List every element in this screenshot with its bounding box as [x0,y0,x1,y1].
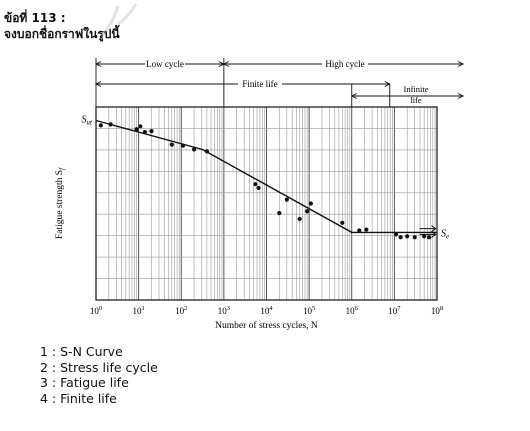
data-point [277,211,282,216]
x-axis-label: Number of stress cycles, N [215,320,318,331]
high-cycle-dim-arrow-left [222,61,230,67]
finite-life-label: Finite life [242,79,277,89]
choice-number: 1 [40,344,48,359]
data-point [204,149,210,154]
data-point [394,232,399,237]
infinite-life-label: Infinite [403,84,428,94]
x-tick-label: 105 [303,305,315,316]
x-tick-label: 108 [431,305,443,316]
data-point [398,235,403,240]
choice-text: Fatigue life [60,375,129,390]
data-point [357,228,362,233]
sn-chart: 100 101 102 103 104 105 106 107 108 Sut Se Numbe… [55,58,465,331]
choice-number: 2 [40,359,48,375]
choice-text: Finite life [60,390,117,406]
sn-curve-line [95,119,437,234]
data-point [134,127,139,132]
se-label: Se [441,228,449,240]
region-annotations [94,58,465,107]
question-number: ข้อที่ 113 : [4,11,66,25]
high-cycle-dim-arrow-right [457,61,465,67]
choice-4[interactable]: 4 : Finite life [40,390,117,406]
run-out-arrow [419,225,437,232]
finite-life-dim-arrow-right [384,81,391,87]
choice-3[interactable]: 3 : Fatigue life [40,375,129,390]
x-tick-label: 101 [133,305,145,316]
data-point [297,216,302,222]
data-point [191,147,197,152]
choice-number: 3 [40,375,48,390]
data-point [108,122,113,127]
x-tick-label: 102 [175,305,187,316]
choice-text: Stress life cycle [60,359,158,375]
choice-1[interactable]: 1 : S-N Curve [40,344,123,359]
data-point [98,123,103,128]
infinite-life-dim-arrow-left [350,93,357,99]
choice-2[interactable]: 2 : Stress life cycle [40,359,158,375]
data-point [308,201,313,206]
x-tick-label: 103 [218,305,230,316]
x-tick-label: 100 [90,305,102,316]
question-prompt: จงบอกชื่อกราฟในรูปนี้ [4,27,120,41]
plot-frame [95,106,438,301]
data-points [98,122,432,240]
high-cycle-label: High cycle [325,59,364,69]
x-tick-label: 104 [260,305,273,316]
data-point [142,129,147,135]
x-tick-labels: 100 101 102 103 104 105 106 107 108 [90,305,443,316]
data-point [284,197,289,202]
low-cycle-label: Low cycle [146,59,184,69]
question-header: ข้อที่ 113 : จงบอกชื่อกราฟในรูปนี้ [4,10,120,42]
data-point [412,235,417,240]
low-cycle-dim-arrow-left [94,61,102,67]
data-point [364,227,369,232]
data-point [253,182,258,187]
infinite-life-label-line2: life [410,95,422,105]
sut-label: Sut [82,115,94,127]
data-point [169,142,174,147]
data-point [149,129,154,134]
choice-text: S-N Curve [60,344,123,359]
endurance-arrows [419,225,437,238]
data-point [422,234,427,239]
data-point [340,220,345,225]
chart-grid [95,107,437,300]
finite-life-dim-arrow-left [94,81,102,87]
data-point [138,124,143,129]
x-tick-label: 107 [388,305,401,316]
data-point [426,235,432,240]
infinite-life-dim-arrow-right [457,93,465,99]
run-out-arrow [419,230,437,238]
answer-choices: 1 : S-N Curve 2 : Stress life cycle 3 : … [40,344,158,406]
y-axis-label: Fatigue strength Sf [55,167,66,239]
x-tick-label: 106 [346,305,359,316]
data-point [305,209,310,214]
data-point [405,234,410,239]
data-point [256,185,261,191]
watermark-mark [100,3,138,37]
choice-number: 4 [40,390,48,406]
data-point [180,143,186,148]
